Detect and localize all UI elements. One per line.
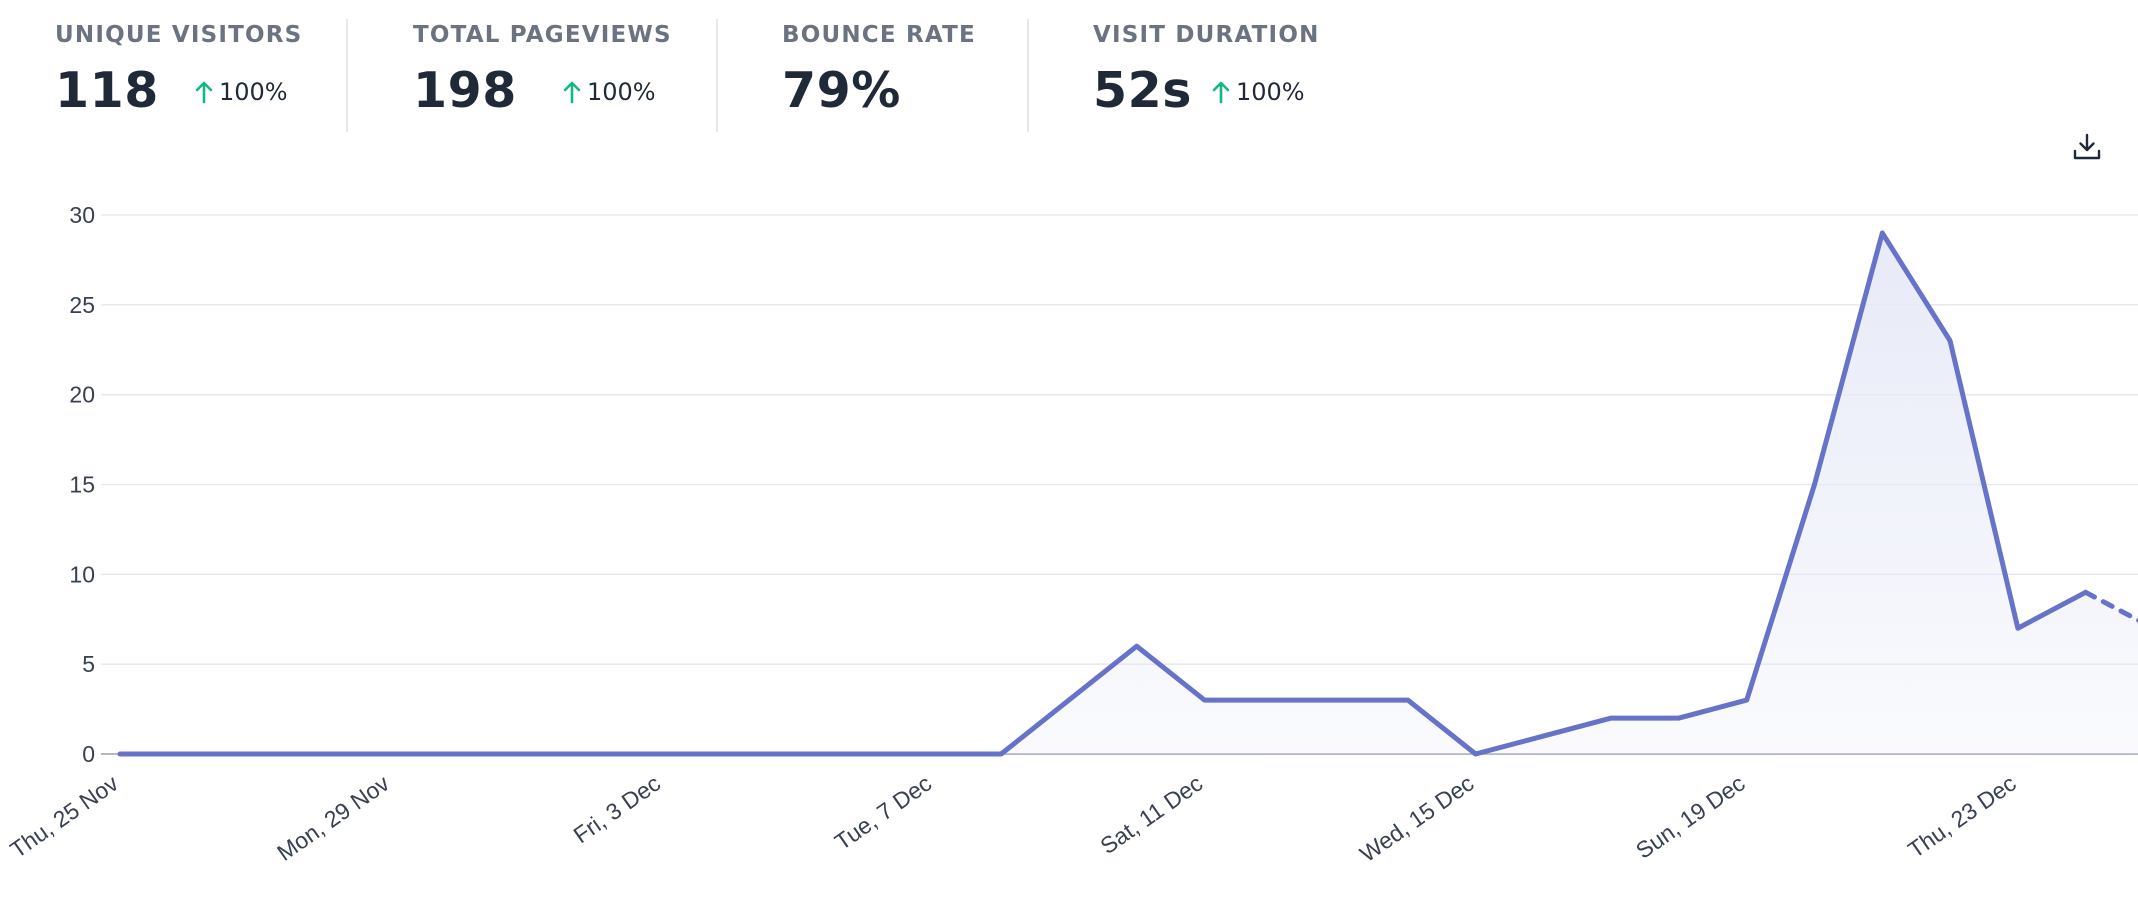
- stat-label: TOTAL PAGEVIEWS: [413, 22, 672, 48]
- stat-value: 198: [413, 62, 517, 119]
- stat-change-value: 100%: [219, 78, 288, 106]
- stat-label: UNIQUE VISITORS: [55, 22, 303, 48]
- y-tick-label: 5: [82, 651, 95, 677]
- visitors-line-dashed: [2083, 589, 2138, 623]
- arrow-up-icon: [563, 81, 581, 104]
- x-tick-label: Thu, 25 Nov: [5, 770, 123, 863]
- stat-divider: [1027, 19, 1029, 132]
- y-tick-label: 30: [69, 202, 95, 228]
- y-tick-label: 10: [69, 561, 95, 587]
- x-tick-label: Sun, 19 Dec: [1631, 770, 1750, 864]
- y-tick-label: 15: [69, 472, 95, 498]
- stat-value: 118: [55, 62, 159, 119]
- stat-divider: [346, 19, 348, 132]
- arrow-up-icon: [195, 81, 213, 104]
- x-tick-label: Wed, 15 Dec: [1355, 770, 1478, 867]
- stat-label: BOUNCE RATE: [782, 22, 976, 48]
- y-tick-label: 0: [82, 741, 95, 767]
- stat-change-value: 100%: [587, 78, 656, 106]
- x-tick-label: Thu, 23 Dec: [1903, 770, 2021, 863]
- stat-change: 100%: [1210, 78, 1305, 106]
- y-tick-label: 25: [69, 292, 95, 318]
- stat-label: VISIT DURATION: [1093, 22, 1320, 48]
- arrow-up-icon: [1212, 81, 1230, 104]
- y-tick-label: 20: [69, 382, 95, 408]
- stat-change: 100%: [561, 78, 656, 106]
- visitors-area: [120, 232, 2138, 754]
- x-tick-label: Fri, 3 Dec: [569, 770, 666, 848]
- x-tick-label: Tue, 7 Dec: [830, 770, 936, 855]
- stat-change: 100%: [193, 78, 288, 106]
- download-icon[interactable]: [2071, 131, 2103, 163]
- visitors-line: [117, 230, 2089, 757]
- x-tick-label: Mon, 29 Nov: [272, 770, 394, 866]
- stat-value: 52s: [1093, 62, 1192, 119]
- stat-change-value: 100%: [1236, 78, 1305, 106]
- x-tick-label: Sat, 11 Dec: [1095, 770, 1207, 859]
- stat-divider: [716, 19, 718, 132]
- stat-value: 79%: [782, 62, 901, 119]
